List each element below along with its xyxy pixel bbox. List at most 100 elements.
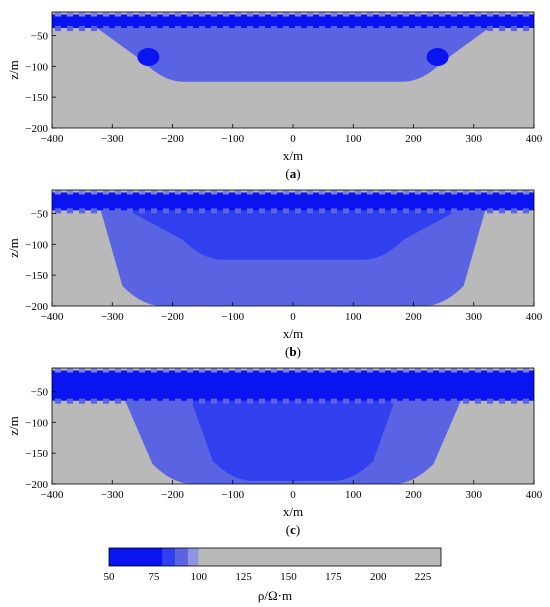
colorbar-tick-label: 175 [325,571,342,583]
fringe-cell [427,26,433,32]
fringe-cell [115,398,121,404]
fringe-cell [331,12,337,17]
fringe-cell [499,398,505,404]
fringe-cell [139,368,145,373]
fringe-cell [79,208,85,214]
y-tick-label: −100 [25,417,48,429]
fringe-cell [343,190,349,195]
fringe-cell [463,12,469,17]
fringe-cell [319,26,325,32]
fringe-cell [403,12,409,17]
fringe-cell [79,26,85,32]
fringe-cell [499,208,505,214]
left-inclusion-region [137,48,160,67]
fringe-cell [415,190,421,195]
fringe-cell [307,26,313,32]
fringe-cell [199,398,205,404]
fringe-cell [187,12,193,17]
fringe-cell [79,12,85,17]
fringe-cell [115,190,121,195]
fringe-cell [427,398,433,404]
fringe-cell [379,12,385,17]
fringe-cell [379,190,385,195]
fringe-cell [79,398,85,404]
fringe-cell [139,398,145,404]
fringe-cell [415,26,421,32]
fringe-cell [211,190,217,195]
fringe-cell [511,12,517,17]
fringe-cell [55,12,61,17]
fringe-cell [343,398,349,404]
x-tick-label: 400 [526,311,543,323]
fringe-cell [247,12,253,17]
fringe-cell [283,26,289,32]
fringe-cell [139,190,145,195]
fringe-cell [379,368,385,373]
fringe-cell [451,26,457,32]
fringe-cell [91,398,97,404]
fringe-cell [367,368,373,373]
fringe-cell [523,208,529,214]
panel-caption: (b) [285,344,301,359]
fringe-cell [451,190,457,195]
plot-area [52,12,534,128]
fringe-cell [223,190,229,195]
fringe-cell [259,208,265,214]
fringe-cell [271,398,277,404]
fringe-cell [127,12,133,17]
fringe-cell [223,398,229,404]
y-tick-label: −50 [31,30,49,42]
fringe-cell [355,190,361,195]
fringe-cell [67,208,73,214]
fringe-cell [295,208,301,214]
fringe-cell [211,398,217,404]
fringe-cell [259,26,265,32]
fringe-cell [151,398,157,404]
x-tick-label: −400 [41,133,64,145]
fringe-cell [199,190,205,195]
fringe-cell [427,208,433,214]
x-axis-label: x/m [283,148,303,163]
fringe-cell [163,190,169,195]
y-tick-label: −150 [25,448,48,460]
conductive-top-layer [52,192,534,211]
fringe-cell [475,398,481,404]
fringe-cell [199,12,205,17]
x-tick-label: −300 [101,311,124,323]
fringe-cell [355,208,361,214]
fringe-cell [223,26,229,32]
fringe-cell [415,12,421,17]
fringe-cell [211,208,217,214]
fringe-cell [415,398,421,404]
x-tick-label: 0 [290,489,296,501]
x-tick-label: 0 [290,133,296,145]
fringe-cell [451,368,457,373]
x-tick-label: 200 [405,133,422,145]
fringe-cell [307,12,313,17]
fringe-cell [115,12,121,17]
fringe-cell [499,26,505,32]
fringe-cell [247,26,253,32]
fringe-cell [235,208,241,214]
fringe-cell [187,190,193,195]
fringe-cell [175,26,181,32]
colorbar-tick-label: 150 [280,571,297,583]
fringe-cell [487,12,493,17]
x-tick-label: −200 [161,133,184,145]
fringe-cell [91,12,97,17]
fringe-cell [439,398,445,404]
fringe-cell [367,398,373,404]
y-axis-label: z/m [6,60,21,80]
colorbar-segment [109,548,163,566]
fringe-cell [259,12,265,17]
y-tick-label: −50 [31,208,49,220]
x-tick-label: −100 [221,311,244,323]
fringe-cell [355,398,361,404]
x-tick-label: 100 [345,311,362,323]
fringe-cell [487,398,493,404]
fringe-cell [295,368,301,373]
x-tick-label: 200 [405,489,422,501]
fringe-cell [187,208,193,214]
fringe-cell [523,368,529,373]
colorbar-segment [175,548,188,566]
